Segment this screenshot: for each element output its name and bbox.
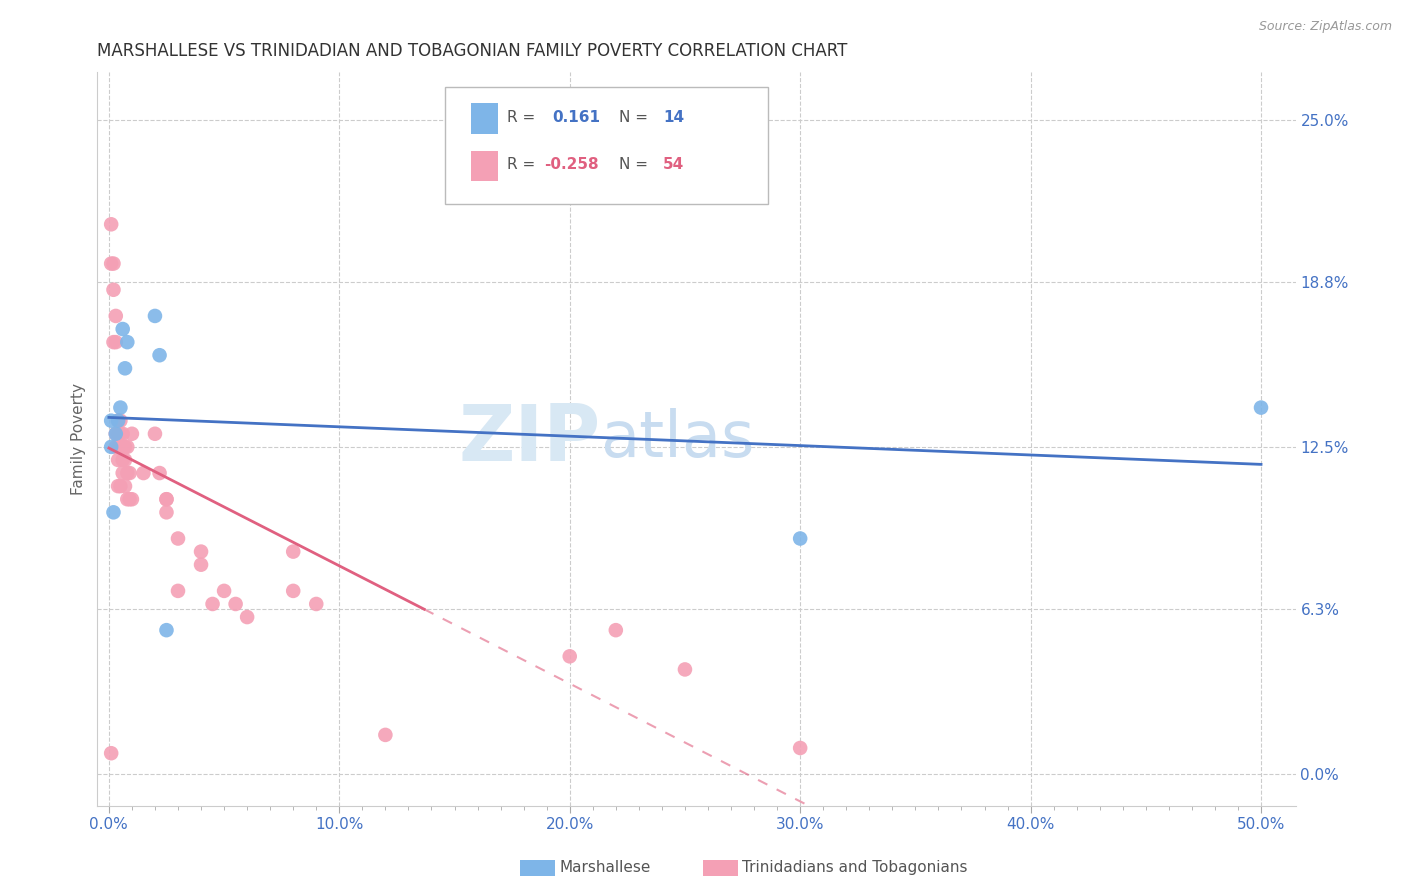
Point [374, 728, 396, 742]
Point [117, 335, 139, 350]
Point [103, 505, 125, 519]
Point [110, 401, 132, 415]
Text: MARSHALLESE VS TRINIDADIAN AND TOBAGONIAN FAMILY POVERTY CORRELATION CHART: MARSHALLESE VS TRINIDADIAN AND TOBAGONIA… [97, 42, 848, 60]
Text: 14: 14 [662, 110, 685, 125]
Point [155, 492, 177, 507]
Text: R =: R = [508, 157, 536, 172]
Text: 54: 54 [662, 157, 685, 172]
Point [558, 649, 581, 664]
Point [167, 583, 190, 598]
FancyBboxPatch shape [444, 87, 768, 204]
Point [104, 309, 127, 323]
Bar [471, 151, 498, 181]
Point [118, 492, 141, 507]
Point [100, 256, 122, 270]
Point [201, 597, 224, 611]
Point [114, 453, 136, 467]
Point [110, 426, 132, 441]
Bar [471, 103, 498, 134]
Point [789, 741, 811, 756]
Point [114, 361, 136, 376]
Point [789, 532, 811, 546]
Point [673, 662, 696, 676]
Point [305, 597, 328, 611]
Point [117, 440, 139, 454]
Text: Marshallese: Marshallese [560, 861, 651, 875]
Point [605, 623, 627, 637]
Point [110, 414, 132, 428]
Point [114, 440, 136, 454]
Point [121, 426, 143, 441]
Point [114, 479, 136, 493]
Text: Trinidadians and Tobagonians: Trinidadians and Tobagonians [742, 861, 967, 875]
Point [104, 426, 127, 441]
Point [104, 440, 127, 454]
Point [107, 440, 129, 454]
Point [225, 597, 247, 611]
Text: atlas: atlas [600, 408, 755, 470]
Point [107, 479, 129, 493]
Point [148, 348, 170, 362]
Text: Source: ZipAtlas.com: Source: ZipAtlas.com [1258, 20, 1392, 33]
Point [111, 453, 134, 467]
Point [100, 414, 122, 428]
Point [1250, 401, 1272, 415]
Point [100, 217, 122, 231]
Point [107, 414, 129, 428]
Point [117, 492, 139, 507]
Point [110, 440, 132, 454]
Point [111, 426, 134, 441]
Point [107, 453, 129, 467]
Point [118, 466, 141, 480]
Text: 0.161: 0.161 [553, 110, 600, 125]
Text: N =: N = [619, 157, 648, 172]
Point [104, 426, 127, 441]
Text: R =: R = [508, 110, 536, 125]
Point [155, 492, 177, 507]
Point [236, 610, 259, 624]
Point [110, 479, 132, 493]
Text: -0.258: -0.258 [544, 157, 599, 172]
Point [167, 532, 190, 546]
Point [111, 322, 134, 336]
Point [190, 544, 212, 558]
Point [283, 544, 305, 558]
Point [111, 466, 134, 480]
Point [103, 283, 125, 297]
Point [148, 466, 170, 480]
Point [103, 256, 125, 270]
Point [100, 746, 122, 760]
Point [107, 414, 129, 428]
Point [121, 492, 143, 507]
Point [155, 623, 177, 637]
Point [212, 583, 235, 598]
Point [104, 335, 127, 350]
Point [283, 583, 305, 598]
Point [155, 505, 177, 519]
Point [190, 558, 212, 572]
Point [107, 426, 129, 441]
Text: ZIP: ZIP [458, 401, 600, 477]
Point [103, 335, 125, 350]
Point [100, 440, 122, 454]
Point [117, 466, 139, 480]
Point [143, 426, 166, 441]
Text: N =: N = [619, 110, 648, 125]
Point [132, 466, 155, 480]
Y-axis label: Family Poverty: Family Poverty [72, 383, 86, 495]
Point [143, 309, 166, 323]
